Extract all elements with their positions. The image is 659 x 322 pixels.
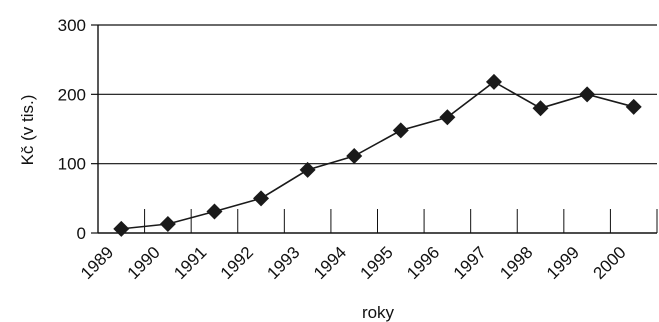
y-tick-label: 100 (58, 155, 86, 174)
data-point-marker (392, 122, 409, 139)
y-axis-title: Kč (v tis.) (18, 95, 37, 166)
x-tick-label: 1992 (217, 243, 257, 283)
data-point-marker (159, 215, 176, 232)
data-point-marker (485, 73, 502, 90)
data-point-marker (579, 86, 596, 103)
x-tick-label: 1994 (310, 243, 350, 283)
data-point-marker (346, 148, 363, 165)
x-tick-label: 2000 (589, 243, 629, 283)
data-point-marker (532, 100, 549, 117)
x-tick-label: 1996 (403, 243, 443, 283)
data-point-marker (299, 161, 316, 178)
axes (91, 24, 658, 234)
data-point-marker (253, 190, 270, 207)
x-tick-label: 1993 (263, 243, 303, 283)
x-tick-label: 1990 (124, 243, 164, 283)
data-point-marker (206, 203, 223, 220)
grid-lines (98, 24, 657, 165)
x-tick-label: 1995 (357, 243, 397, 283)
y-tick-labels: 0 100 200 300 (58, 16, 86, 243)
y-tick-label: 300 (58, 16, 86, 35)
x-tick-label: 1991 (170, 243, 210, 283)
series-line-path (121, 80, 634, 230)
x-tick-label: 1999 (543, 243, 583, 283)
y-tick-label: 0 (77, 224, 86, 243)
x-tick-label: 1989 (77, 243, 117, 283)
x-tick-labels: 1989 1990 1991 1992 1993 1994 1995 1996 1997 1998… (77, 243, 630, 283)
series-markers (113, 73, 642, 237)
x-tick-label: 1998 (496, 243, 536, 283)
data-point-marker (625, 98, 642, 115)
data-point-marker (113, 220, 130, 237)
series-line (121, 80, 634, 230)
x-axis-title: roky (362, 303, 395, 322)
data-point-marker (439, 109, 456, 126)
x-tick-label: 1997 (450, 243, 490, 283)
y-tick-label: 200 (58, 85, 86, 104)
